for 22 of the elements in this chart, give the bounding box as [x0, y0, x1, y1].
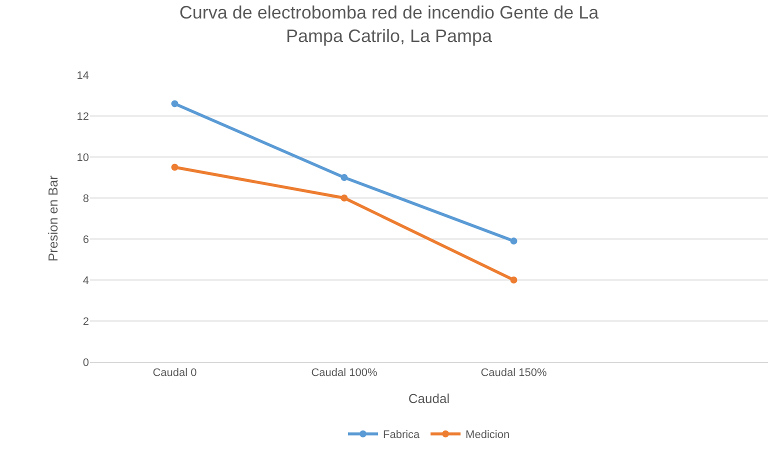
y-tick-label: 10: [76, 152, 89, 164]
y-tick-label: 6: [82, 234, 89, 246]
y-tick-label: 4: [82, 274, 89, 287]
y-tick-label: 8: [82, 192, 89, 205]
x-axis-title: Caudal: [408, 390, 450, 406]
x-tick-label: Caudal 0: [152, 367, 197, 380]
y-tick-label: 2: [82, 316, 89, 328]
y-axis-title: Presion en Bar: [46, 174, 61, 262]
y-tick-label: 0: [82, 356, 89, 369]
chart-title: Curva de electrobomba red de incendio Gente de La Pampa Catrilo, La Pampa: [179, 2, 600, 46]
x-tick-label: Caudal 150%: [480, 367, 547, 380]
point: [510, 238, 518, 245]
legend-label: Medicion: [466, 429, 510, 442]
point: [340, 174, 348, 181]
point: [171, 100, 178, 108]
y-tick-label: 14: [76, 70, 89, 82]
point: [510, 276, 518, 284]
legend-label: Fabrica: [383, 429, 421, 442]
point: [171, 164, 178, 171]
point: [340, 194, 348, 202]
y-tick-label: 12: [76, 110, 89, 123]
x-tick-label: Caudal 100%: [311, 367, 378, 380]
